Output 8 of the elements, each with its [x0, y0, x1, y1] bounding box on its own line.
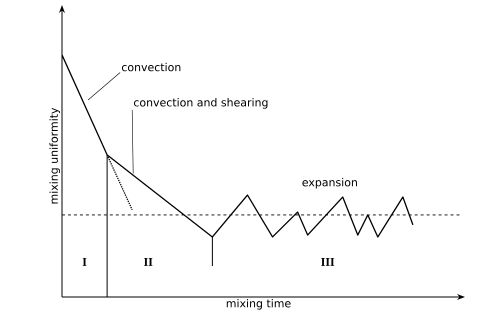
annotation: III — [321, 258, 334, 266]
annotation: I — [82, 258, 86, 266]
annotation: II — [144, 258, 152, 266]
annotation: expansion — [302, 178, 357, 189]
annotation: convection and shearing — [134, 98, 268, 109]
x-axis-title: mixing time — [226, 298, 291, 310]
annotation: convection — [122, 62, 180, 72]
y-axis-title: mixing uniformity — [49, 108, 60, 204]
